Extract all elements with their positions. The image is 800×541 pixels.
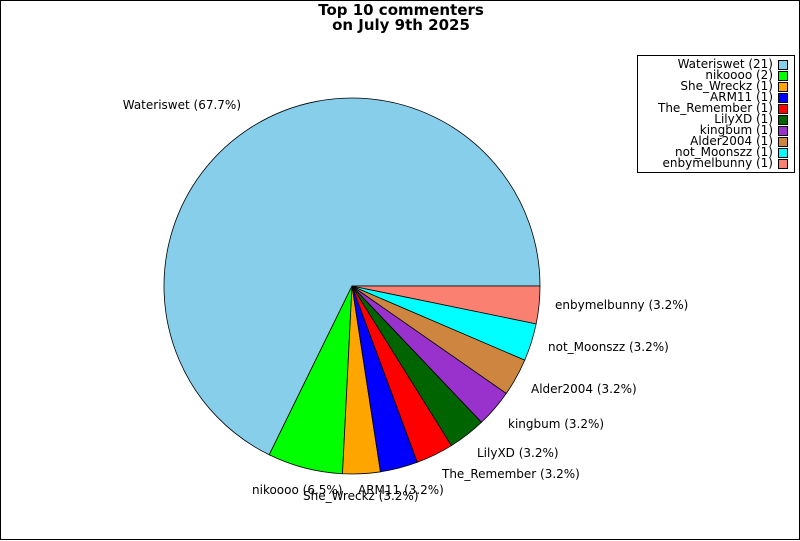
legend-swatch — [778, 125, 788, 136]
legend-swatch — [778, 114, 788, 125]
legend-swatch — [778, 136, 788, 147]
legend-item-arm11: ARM11 (1) — [638, 90, 788, 104]
pie-slice-enbymelbunny — [351, 285, 541, 325]
slice-label-nikoooo: nikoooo (6.5%) — [252, 483, 343, 497]
slice-label-enbymelbunny: enbymelbunny (3.2%) — [555, 298, 688, 312]
legend-label: She_Wreckz (1) — [680, 79, 773, 93]
legend-item-kingbum: kingbum (1) — [638, 123, 788, 137]
legend-label: not_Moonszz (1) — [675, 145, 773, 159]
legend-swatch — [778, 158, 788, 169]
pie-slice-wateriswet — [163, 97, 541, 456]
legend-swatch — [778, 81, 788, 92]
legend-item-she_wreckz: She_Wreckz (1) — [638, 79, 788, 93]
legend-swatch — [778, 147, 788, 158]
legend-item-not_moonszz: not_Moonszz (1) — [638, 145, 788, 159]
legend-item-alder2004: Alder2004 (1) — [638, 134, 788, 148]
slice-label-arm11: ARM11 (3.2%) — [358, 483, 444, 497]
legend-label: nikoooo (2) — [705, 68, 773, 82]
legend-item-the_remember: The_Remember (1) — [638, 101, 788, 115]
legend-label: enbymelbunny (1) — [662, 156, 773, 170]
chart-legend: Wateriswet (21) nikoooo (2) She_Wreckz (1)… — [637, 55, 795, 173]
slice-label-the_remember: The_Remember (3.2%) — [441, 467, 580, 481]
legend-label: The_Remember (1) — [657, 101, 773, 115]
legend-item-wateriswet: Wateriswet (21) — [638, 57, 788, 71]
chart-title-line-2: on July 9th 2025 — [332, 16, 470, 34]
slice-label-kingbum: kingbum (3.2%) — [508, 417, 604, 431]
legend-swatch — [778, 103, 788, 114]
slice-label-she_wreckz: She_Wreckz (3.2%) — [303, 489, 419, 503]
slice-label-wateriswet: Wateriswet (67.7%) — [123, 98, 241, 112]
legend-label: kingbum (1) — [699, 123, 773, 137]
chart-title-line-1: Top 10 commenters — [318, 1, 484, 19]
legend-label: LilyXD (1) — [714, 112, 773, 126]
legend-label: Wateriswet (21) — [677, 57, 773, 71]
legend-item-enbymelbunny: enbymelbunny (1) — [638, 156, 788, 170]
legend-swatch — [778, 92, 788, 103]
legend-label: Alder2004 (1) — [690, 134, 773, 148]
legend-label: ARM11 (1) — [710, 90, 773, 104]
legend-item-lilyxd: LilyXD (1) — [638, 112, 788, 126]
slice-label-not_moonszz: not_Moonszz (3.2%) — [548, 340, 669, 354]
legend-swatch — [778, 59, 788, 70]
chart-title: Top 10 commenters on July 9th 2025 — [1, 3, 800, 33]
slice-label-alder2004: Alder2004 (3.2%) — [531, 382, 637, 396]
legend-item-nikoooo: nikoooo (2) — [638, 68, 788, 82]
slice-label-lilyxd: LilyXD (3.2%) — [477, 446, 559, 460]
legend-swatch — [778, 70, 788, 81]
